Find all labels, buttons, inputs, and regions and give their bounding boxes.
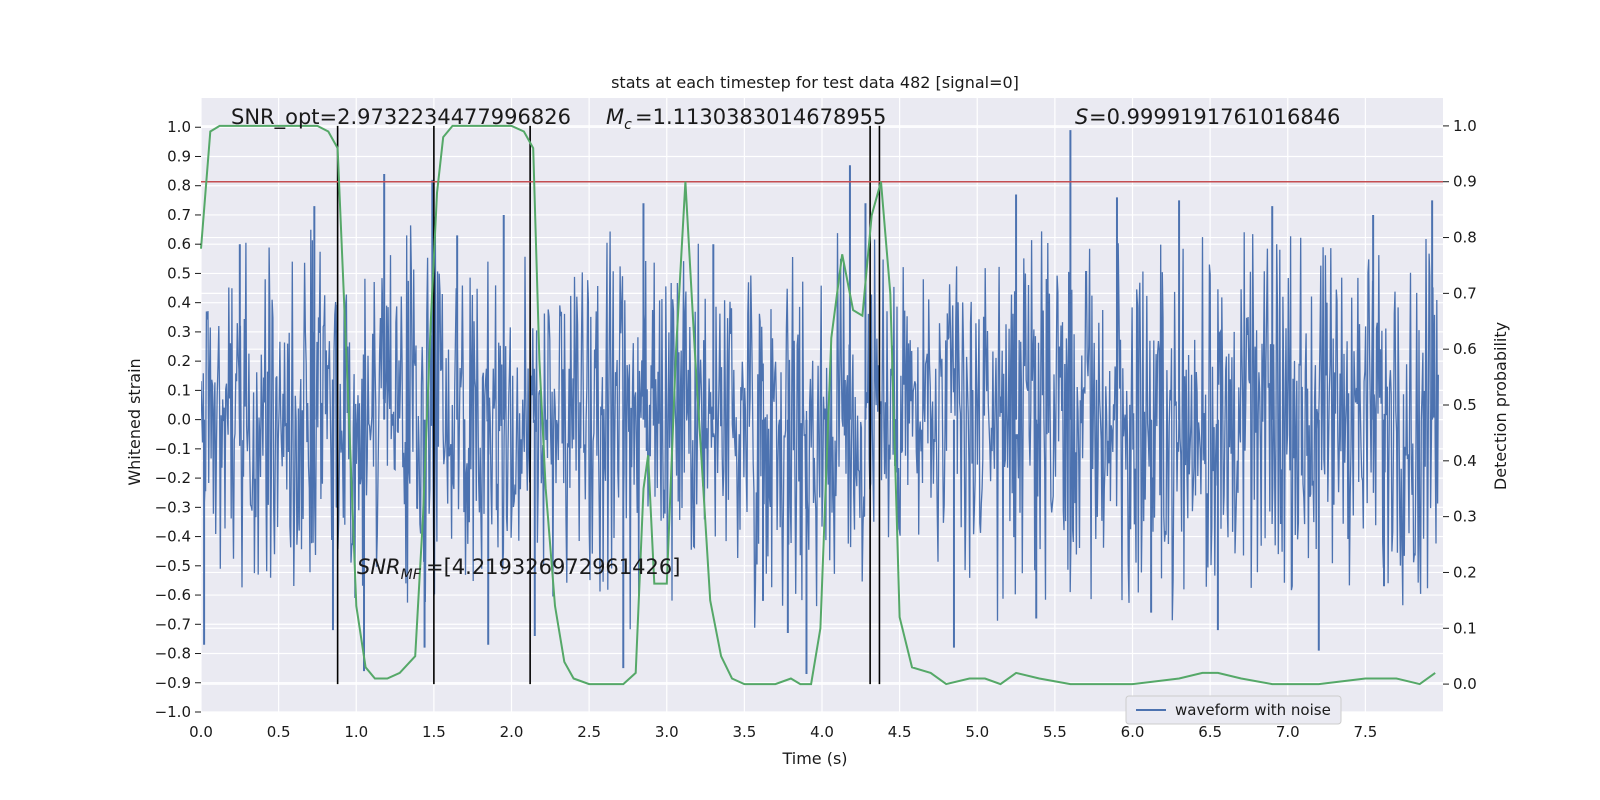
x-tick-label: 0.0: [189, 723, 213, 741]
event-lines: [336, 125, 881, 685]
s-annotation: S =0.9999191761016846: [1075, 105, 1340, 129]
x-tick-label: 4.0: [810, 723, 834, 741]
y-right-tick-label: 0.4: [1453, 452, 1477, 470]
y-tick-label: −0.5: [155, 557, 191, 575]
s-symbol: S: [1075, 105, 1088, 129]
x-tick-label: 3.0: [655, 723, 679, 741]
x-tick-label: 0.5: [267, 723, 291, 741]
y-right-tick-label: 0.8: [1453, 229, 1477, 247]
y-tick-labels: −1.0 −0.9 −0.8 −0.7 −0.6 −0.5 −0.4 −0.3 −0.2 −0.1…: [155, 118, 201, 721]
x-tick-label: 4.5: [888, 723, 912, 741]
y-tick-label: 0.2: [167, 352, 191, 370]
waveform-series: [201, 130, 1439, 674]
x-tick-label: 6.0: [1121, 723, 1145, 741]
y-right-tick-label: 0.9: [1453, 173, 1477, 191]
x-tick-label: 5.5: [1043, 723, 1067, 741]
chart-title: stats at each timestep for test data 482…: [611, 73, 1019, 92]
y-tick-label: −0.8: [155, 645, 191, 663]
y-right-tick-label: 0.3: [1453, 508, 1477, 526]
y-right-tick-label: 0.6: [1453, 340, 1477, 358]
x-tick-label: 2.5: [577, 723, 601, 741]
mc-annotation: Mc =1.1130383014678955: [606, 105, 886, 133]
y-tick-label: 0.7: [167, 206, 191, 224]
legend-box: [1125, 695, 1342, 725]
y-tick-label: −0.2: [155, 469, 191, 487]
x-tick-label: 7.0: [1276, 723, 1300, 741]
y-tick-label: 0.0: [167, 411, 191, 429]
y-axis-label: Whitened strain: [125, 358, 144, 485]
y-tick-label: −0.1: [155, 440, 191, 458]
mc-value: =1.1130383014678955: [635, 105, 886, 129]
y-tick-label: −0.9: [155, 674, 191, 692]
x-tick-labels: 0.0 0.5 1.0 1.5 2.0 2.5 3.0 3.5 4.0 4.5 5.0 5.5 6.0 6…: [189, 723, 1377, 741]
y-right-tick-label: 0.5: [1453, 396, 1477, 414]
snr-opt-annotation: SNR_opt=2.9732234477996826: [231, 105, 571, 130]
snr-mf-annotation: SNRMF =[4.219326972961426]: [357, 555, 680, 583]
y-tick-label: −0.4: [155, 528, 191, 546]
y-tick-label: 0.8: [167, 177, 191, 195]
legend: waveform with noise: [1125, 695, 1342, 725]
y-right-axis-label: Detection probability: [1491, 322, 1510, 490]
y-right-tick-label: 1.0: [1453, 117, 1477, 135]
y-right-tick-label: 0.1: [1453, 619, 1477, 637]
probability-series: [200, 124, 1436, 686]
x-tick-label: 7.5: [1353, 723, 1377, 741]
x-axis-label: Time (s): [781, 749, 847, 768]
y-tick-label: 1.0: [167, 118, 191, 136]
y-tick-label: 0.6: [167, 235, 191, 253]
y-tick-label: −1.0: [155, 703, 191, 721]
s-value: =0.9999191761016846: [1089, 105, 1340, 129]
y-tick-label: −0.6: [155, 586, 191, 604]
mc-symbol: Mc: [606, 105, 632, 133]
x-tick-label: 6.5: [1198, 723, 1222, 741]
x-tick-label: 3.5: [732, 723, 756, 741]
waveform-trace: [201, 216, 1439, 630]
y-tick-label: 0.3: [167, 323, 191, 341]
y-tick-label: 0.9: [167, 147, 191, 165]
x-tick-label: 1.0: [344, 723, 368, 741]
x-tick-label: 5.0: [965, 723, 989, 741]
y-tick-label: 0.1: [167, 381, 191, 399]
y-right-tick-label: 0.2: [1453, 563, 1477, 581]
y-tick-label: 0.4: [167, 294, 191, 312]
y-tick-label: −0.7: [155, 615, 191, 633]
y-right-tick-label: 0.7: [1453, 284, 1477, 302]
legend-label: waveform with noise: [1175, 701, 1331, 719]
x-tick-label: 1.5: [422, 723, 446, 741]
y-tick-label: −0.3: [155, 498, 191, 516]
x-tick-label: 2.0: [500, 723, 524, 741]
snr-mf-value: =[4.219326972961426]: [426, 555, 680, 579]
y-right-tick-labels: 0.0 0.1 0.2 0.3 0.4 0.5 0.6 0.7 0.8 0.9 1.0: [1443, 117, 1477, 693]
y-right-tick-label: 0.0: [1453, 675, 1477, 693]
y-tick-label: 0.5: [167, 264, 191, 282]
